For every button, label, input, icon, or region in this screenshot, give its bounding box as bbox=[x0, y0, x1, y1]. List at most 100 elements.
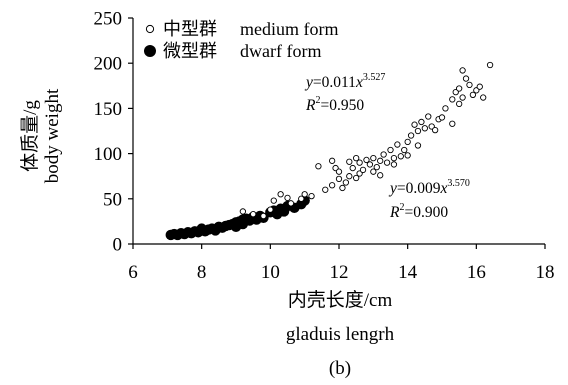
data-point-medium bbox=[414, 142, 422, 149]
annotation-medium: y=0.011x3.527 R2=0.950 bbox=[304, 72, 385, 114]
r-squared-medium: R2=0.950 bbox=[305, 95, 364, 114]
data-point-medium bbox=[339, 184, 346, 192]
x-axis-ticks: 6 8 10 12 14 16 18 bbox=[128, 244, 555, 283]
data-point-medium bbox=[356, 159, 363, 166]
y-tick-label: 50 bbox=[103, 189, 122, 210]
x-tick-label: 10 bbox=[261, 262, 280, 283]
legend-marker-medium bbox=[145, 24, 155, 34]
x-tick-label: 14 bbox=[398, 262, 418, 283]
data-point-medium bbox=[277, 191, 284, 198]
y-axis-title: 体质量/g body weight bbox=[19, 88, 63, 183]
y-tick-label: 100 bbox=[94, 144, 123, 165]
data-point-medium bbox=[260, 212, 267, 220]
data-point-medium bbox=[431, 126, 439, 134]
x-tick-label: 16 bbox=[467, 262, 486, 283]
legend: 中型群 medium form 微型群 dwarf form bbox=[144, 19, 338, 61]
data-point-medium bbox=[353, 154, 360, 162]
data-point-medium bbox=[301, 191, 308, 198]
y-axis-ticks: 0 50 100 150 200 250 bbox=[94, 9, 133, 256]
data-point-medium bbox=[418, 118, 425, 126]
data-point-medium bbox=[442, 105, 449, 112]
data-point-medium bbox=[287, 200, 295, 207]
equation-medium: y=0.011x3.527 bbox=[304, 72, 385, 91]
data-point-medium bbox=[267, 206, 274, 213]
data-point-medium bbox=[377, 172, 384, 179]
data-point-medium bbox=[459, 67, 466, 74]
data-point-medium bbox=[373, 164, 380, 171]
data-point-medium bbox=[370, 154, 377, 162]
data-point-medium bbox=[486, 61, 494, 69]
data-point-medium bbox=[421, 125, 428, 132]
data-point-medium bbox=[383, 159, 391, 166]
data-point-medium bbox=[411, 121, 418, 128]
data-point-medium bbox=[480, 94, 487, 101]
data-point-medium bbox=[456, 85, 463, 92]
x-axis-label-en: gladuis lengrh bbox=[286, 324, 395, 345]
data-point-medium bbox=[476, 83, 483, 90]
data-point-medium bbox=[322, 186, 329, 193]
y-tick-label: 250 bbox=[94, 9, 123, 30]
data-point-medium bbox=[363, 156, 370, 164]
y-axis-label-en: body weight bbox=[42, 88, 63, 183]
data-point-medium bbox=[239, 208, 247, 215]
data-point-medium bbox=[438, 114, 446, 121]
data-point-medium bbox=[449, 120, 456, 127]
data-point-medium bbox=[270, 197, 277, 204]
data-point-medium bbox=[366, 161, 374, 168]
r-squared-dwarf: R2=0.900 bbox=[389, 202, 448, 221]
data-point-medium bbox=[377, 157, 384, 164]
data-point-medium bbox=[459, 94, 466, 101]
data-point-medium bbox=[250, 211, 257, 218]
legend-label-dwarf-cn: 微型群 bbox=[163, 41, 217, 61]
data-point-medium bbox=[397, 153, 404, 160]
x-tick-label: 8 bbox=[197, 262, 207, 283]
data-point-medium bbox=[449, 96, 456, 103]
data-point-medium bbox=[404, 152, 411, 159]
data-point-medium bbox=[284, 194, 291, 202]
data-point-medium bbox=[390, 154, 398, 162]
y-tick-label: 0 bbox=[113, 235, 123, 256]
panel-label: (b) bbox=[329, 358, 351, 379]
data-point-medium bbox=[370, 168, 377, 175]
data-point-medium bbox=[359, 166, 367, 174]
data-point-medium bbox=[335, 175, 343, 183]
data-point-medium bbox=[346, 173, 353, 180]
data-point-medium bbox=[342, 179, 350, 186]
legend-marker-dwarf bbox=[144, 45, 156, 57]
x-axis-label-cn: 内壳长度/cm bbox=[288, 289, 393, 311]
data-point-medium bbox=[466, 81, 473, 89]
annotation-dwarf: y=0.009x3.570 R2=0.900 bbox=[388, 178, 470, 221]
data-point-medium bbox=[380, 151, 387, 158]
data-point-medium bbox=[469, 91, 477, 98]
data-point-medium bbox=[387, 146, 394, 154]
data-points bbox=[165, 61, 494, 241]
data-point-medium bbox=[353, 174, 360, 182]
legend-label-medium-cn: 中型群 bbox=[163, 19, 217, 39]
data-point-medium bbox=[462, 75, 470, 82]
y-tick-label: 150 bbox=[94, 99, 123, 120]
data-point-medium bbox=[394, 141, 401, 148]
data-point-medium bbox=[456, 100, 463, 108]
data-point-medium bbox=[407, 132, 415, 139]
data-point-medium bbox=[414, 127, 422, 135]
x-tick-label: 18 bbox=[536, 262, 555, 283]
y-tick-label: 200 bbox=[94, 54, 123, 75]
data-point-medium bbox=[390, 161, 398, 168]
data-point-medium bbox=[298, 195, 305, 202]
legend-label-medium-en: medium form bbox=[240, 19, 338, 39]
data-point-medium bbox=[401, 146, 408, 154]
data-point-medium bbox=[404, 138, 411, 145]
data-point-medium bbox=[315, 163, 322, 170]
data-point-medium bbox=[346, 158, 353, 165]
data-point-medium bbox=[349, 164, 356, 172]
data-point-medium bbox=[308, 192, 315, 200]
x-tick-label: 12 bbox=[330, 262, 349, 283]
legend-label-dwarf-en: dwarf form bbox=[240, 41, 321, 61]
data-point-medium bbox=[328, 157, 336, 164]
data-point-medium bbox=[328, 182, 336, 189]
x-tick-label: 6 bbox=[128, 262, 138, 283]
equation-dwarf: y=0.009x3.570 bbox=[388, 178, 470, 197]
data-point-medium bbox=[425, 113, 432, 120]
y-axis-label-cn: 体质量/g bbox=[19, 100, 41, 172]
